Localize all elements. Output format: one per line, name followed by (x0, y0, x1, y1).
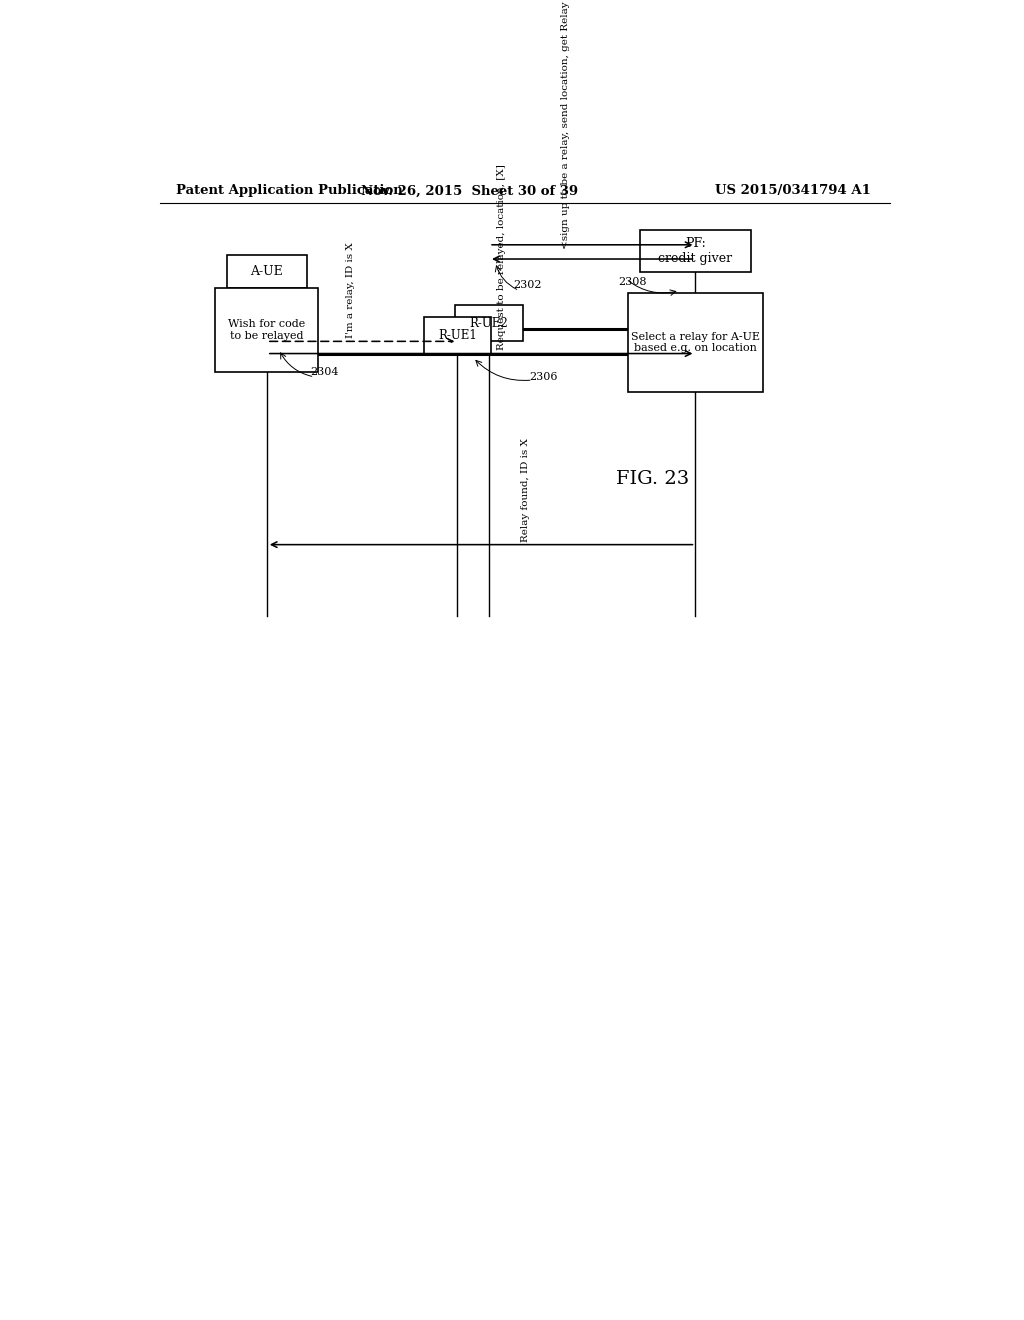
Text: 2302: 2302 (513, 280, 542, 290)
Text: <sign up to be a relay, send location, get Relay ID=X>: <sign up to be a relay, send location, g… (560, 0, 569, 249)
Text: 2306: 2306 (528, 372, 557, 381)
Text: R-UE1: R-UE1 (438, 329, 477, 342)
FancyBboxPatch shape (227, 255, 306, 289)
FancyBboxPatch shape (424, 317, 492, 354)
Text: US 2015/0341794 A1: US 2015/0341794 A1 (715, 185, 871, 198)
FancyBboxPatch shape (456, 305, 523, 342)
Text: Patent Application Publication: Patent Application Publication (176, 185, 402, 198)
Text: Relay found, ID is X: Relay found, ID is X (521, 438, 529, 541)
Text: Select a relay for A-UE
based e.g. on location: Select a relay for A-UE based e.g. on lo… (631, 331, 760, 354)
Text: Wish for code
to be relayed: Wish for code to be relayed (228, 319, 305, 341)
Text: A-UE: A-UE (251, 265, 284, 279)
Text: FIG. 23: FIG. 23 (616, 470, 689, 487)
FancyBboxPatch shape (215, 289, 318, 372)
Text: Request to be relayed, location, [X]: Request to be relayed, location, [X] (497, 165, 506, 351)
Text: R-UE2: R-UE2 (470, 317, 509, 330)
Text: I'm a relay, ID is X: I'm a relay, ID is X (346, 243, 355, 338)
Text: 2304: 2304 (310, 367, 339, 376)
Text: Nov. 26, 2015  Sheet 30 of 39: Nov. 26, 2015 Sheet 30 of 39 (360, 185, 578, 198)
FancyBboxPatch shape (640, 230, 751, 272)
Text: 2308: 2308 (618, 277, 647, 288)
Text: PF:
credit giver: PF: credit giver (658, 236, 732, 265)
FancyBboxPatch shape (628, 293, 763, 392)
